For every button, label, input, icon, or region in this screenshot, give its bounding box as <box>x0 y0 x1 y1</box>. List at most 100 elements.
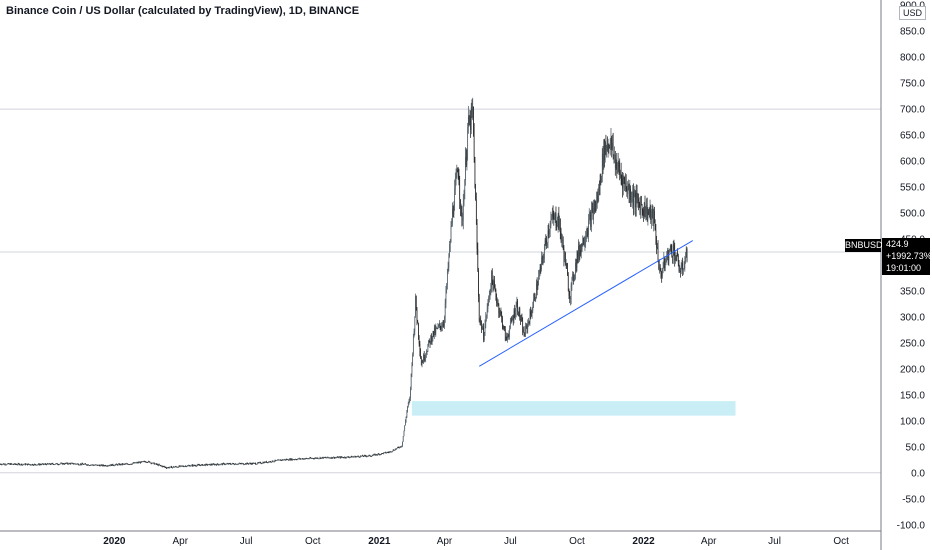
candle-body <box>558 214 560 229</box>
candle-body <box>441 326 442 329</box>
candle-body <box>35 464 36 465</box>
candle-body <box>10 463 12 465</box>
candle-body <box>289 458 291 461</box>
candle-body <box>344 456 346 458</box>
candle-body <box>387 452 389 454</box>
candle-body <box>257 462 259 464</box>
candle-body <box>38 463 39 465</box>
candle-body <box>210 464 212 466</box>
candle-body <box>143 461 145 463</box>
candle-body <box>357 456 359 457</box>
candle-body <box>495 289 497 298</box>
candle-body <box>9 463 10 465</box>
candle-body <box>596 201 597 207</box>
time-axis[interactable]: 2020 Apr Jul Oct 2021 Apr Jul Oct 2022 Apr Jul Oct <box>103 536 849 547</box>
candle-body <box>160 465 162 466</box>
candle-body <box>425 354 427 359</box>
trendline[interactable] <box>478 240 694 367</box>
candle-body <box>392 449 394 452</box>
candle-body <box>205 464 206 466</box>
candle-body <box>590 214 592 227</box>
candle-body <box>171 466 172 468</box>
candle-body <box>415 296 416 317</box>
candle-body <box>47 463 49 465</box>
candle-body <box>397 447 399 448</box>
candle-body <box>397 447 398 449</box>
candle-body <box>561 239 563 241</box>
candle-body <box>348 457 350 459</box>
price-tick-label: 250.0 <box>900 338 925 349</box>
candle-body <box>27 463 28 466</box>
candle-body <box>493 280 495 291</box>
candle-body <box>326 456 328 458</box>
candle-body <box>29 464 31 466</box>
candle-body <box>429 340 431 344</box>
candle-body <box>418 336 420 344</box>
candle-body <box>588 220 589 235</box>
candle-body <box>382 453 384 454</box>
candle-body <box>544 249 545 259</box>
candle-body <box>40 464 41 466</box>
candle-body <box>56 463 57 465</box>
candle-body <box>630 188 631 201</box>
candle-body <box>169 466 171 468</box>
candle-body <box>371 456 372 457</box>
price-tick-label: 550.0 <box>900 183 925 194</box>
support-zone[interactable] <box>411 401 736 416</box>
candle-body <box>51 463 52 465</box>
candle-body <box>509 328 510 336</box>
candle-body <box>431 336 432 342</box>
candle-body <box>648 212 650 213</box>
candle-body <box>621 177 623 179</box>
candle-body <box>546 240 547 244</box>
candle-body <box>589 214 591 217</box>
candle-body <box>297 458 298 460</box>
candle-body <box>19 463 20 465</box>
candle-body <box>471 107 473 112</box>
candle-body <box>390 451 392 453</box>
candle-body <box>158 464 159 466</box>
candle-body <box>646 204 647 214</box>
candle-body <box>226 463 228 465</box>
candle-body <box>367 456 369 457</box>
candle-body <box>114 465 115 467</box>
candle-body <box>439 323 441 327</box>
candle-body <box>672 256 673 257</box>
price-tick-label: 50.0 <box>906 442 926 453</box>
candle-body <box>415 296 417 310</box>
candle-body <box>580 250 581 254</box>
candle-body <box>89 465 91 467</box>
candle-body <box>78 464 80 466</box>
candle-body <box>526 325 528 330</box>
time-tick-label: Oct <box>305 536 321 547</box>
candle-body <box>519 308 521 319</box>
candle-body <box>277 459 279 461</box>
candle-body <box>310 458 312 459</box>
candle-body <box>98 464 100 466</box>
candle-body <box>394 450 395 452</box>
candle-body <box>200 465 201 466</box>
candle-body <box>118 463 120 465</box>
candle-body <box>664 258 665 269</box>
candle-body <box>410 373 412 389</box>
candle-body <box>446 285 448 291</box>
candle-body <box>184 466 185 468</box>
candle-body <box>153 462 155 465</box>
candle-body <box>478 296 480 321</box>
currency-label[interactable]: USD <box>899 6 927 20</box>
candle-body <box>402 436 404 442</box>
candle-body <box>364 455 366 457</box>
candle-body <box>540 267 542 270</box>
candle-body <box>246 462 248 465</box>
candle-body <box>54 464 56 465</box>
candle-body <box>97 464 99 466</box>
candle-body <box>550 219 552 226</box>
candle-body <box>628 184 629 189</box>
candle-body <box>40 464 42 466</box>
candle-body <box>603 140 605 167</box>
candle-body <box>344 456 345 458</box>
price-tick-label: 500.0 <box>900 209 925 220</box>
candle-body <box>501 314 503 318</box>
candle-body <box>432 331 434 338</box>
